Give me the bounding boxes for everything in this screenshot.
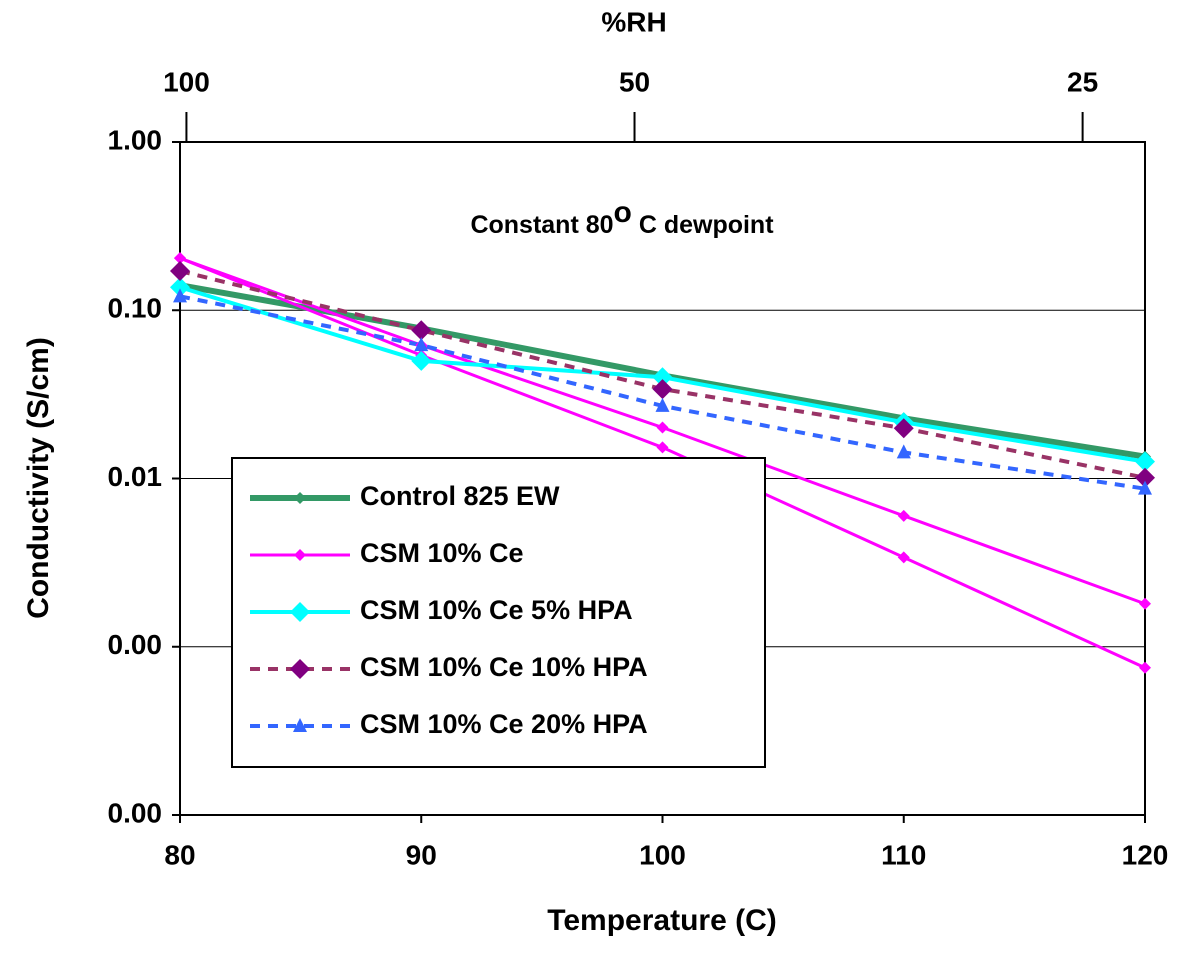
data-point xyxy=(414,337,429,352)
y-tick-label: 0.10 xyxy=(108,293,163,324)
data-point xyxy=(170,277,190,298)
data-point xyxy=(1138,480,1152,495)
annotation: Constant 80o C dewpoint xyxy=(470,196,774,239)
annotation-text: o xyxy=(614,196,632,229)
x2-tick-label: 100 xyxy=(163,66,210,97)
data-point xyxy=(1139,661,1151,674)
x-tick-label: 100 xyxy=(639,839,686,870)
data-point xyxy=(656,421,669,434)
data-point xyxy=(170,261,190,282)
data-point xyxy=(656,441,669,454)
data-point xyxy=(1135,467,1155,488)
data-point xyxy=(411,320,432,341)
legend-marker xyxy=(294,492,306,504)
annotation-text: Constant 80 xyxy=(470,211,613,239)
data-point xyxy=(174,252,186,265)
data-point xyxy=(655,397,670,412)
data-point xyxy=(897,551,910,564)
annotation-text: C dewpoint xyxy=(632,211,774,239)
data-point xyxy=(893,418,914,439)
legend-marker xyxy=(290,602,310,622)
data-point xyxy=(897,509,910,522)
data-point xyxy=(1135,451,1155,472)
data-point xyxy=(652,367,673,388)
legend-label: CSM 10% Ce 10% HPA xyxy=(360,652,648,682)
legend-label: Control 825 EW xyxy=(360,481,560,511)
x-tick-label: 120 xyxy=(1122,839,1169,870)
data-point xyxy=(1139,597,1151,610)
y-tick-label: 0.00 xyxy=(108,629,163,660)
legend-label: CSM 10% Ce xyxy=(360,538,524,568)
data-point xyxy=(652,379,673,400)
data-point xyxy=(173,288,187,303)
y-tick-label: 0.01 xyxy=(108,461,163,492)
x2-tick-label: 25 xyxy=(1067,66,1098,97)
y-tick-label: 0.00 xyxy=(108,797,163,828)
x-tick-label: 80 xyxy=(164,839,195,870)
legend-marker xyxy=(294,549,306,561)
x-tick-label: 90 xyxy=(406,839,437,870)
data-point xyxy=(896,444,911,459)
x2-axis-title: %RH xyxy=(601,6,666,37)
data-point xyxy=(411,350,432,371)
x-axis-title: Temperature (C) xyxy=(547,904,776,937)
x2-tick-label: 50 xyxy=(619,66,650,97)
legend-label: CSM 10% Ce 5% HPA xyxy=(360,595,633,625)
y-axis-title: Conductivity (S/cm) xyxy=(22,337,55,619)
legend-label: CSM 10% Ce 20% HPA xyxy=(360,709,648,739)
y-tick-label: 1.00 xyxy=(108,124,163,155)
legend-marker xyxy=(293,718,307,732)
series-line xyxy=(179,269,1146,480)
x-tick-label: 110 xyxy=(881,839,926,870)
legend-marker xyxy=(290,659,310,679)
